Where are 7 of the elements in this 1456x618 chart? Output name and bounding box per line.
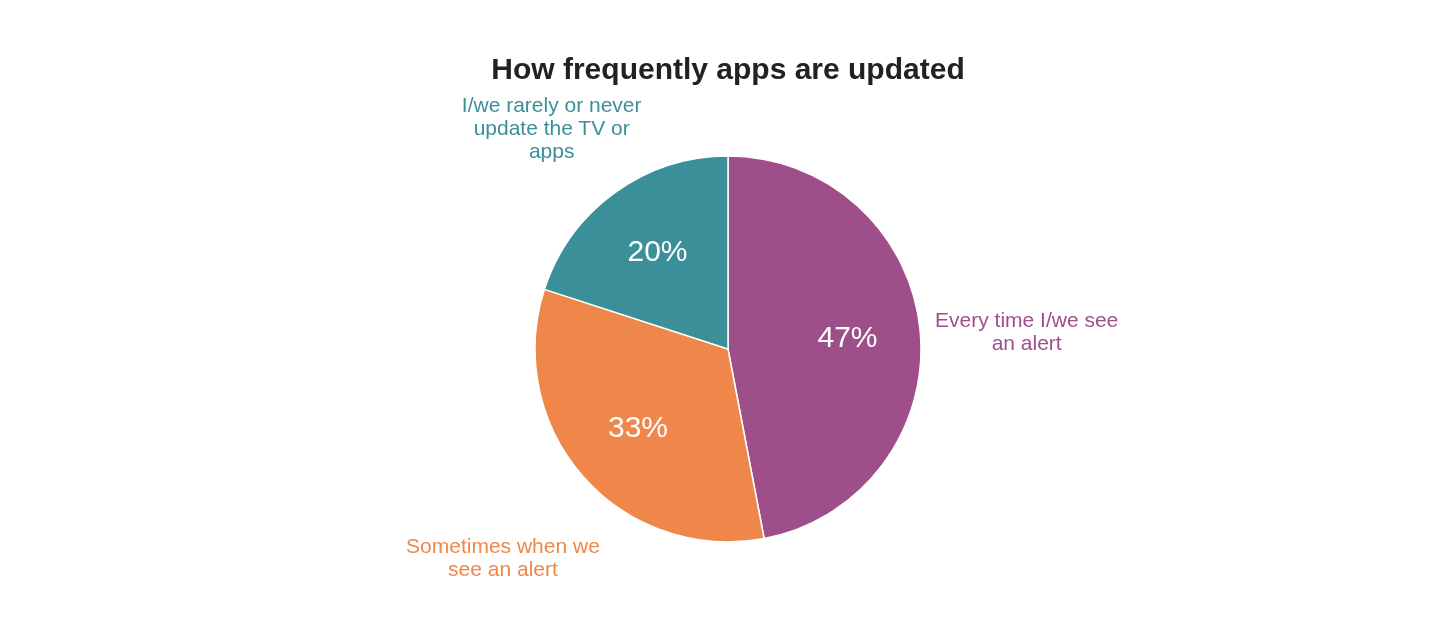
- data-label: 33%: [607, 410, 669, 444]
- data-label: 47%: [817, 319, 878, 353]
- slice-label: I/we rarely or never update the TV or apps: [461, 93, 642, 163]
- chart-title: How frequently apps are updated: [491, 52, 965, 86]
- data-label: 20%: [627, 233, 688, 267]
- slice-label: Sometimes when we see an alert: [406, 534, 600, 581]
- slice-label: Every time I/we see an alert: [935, 307, 1119, 354]
